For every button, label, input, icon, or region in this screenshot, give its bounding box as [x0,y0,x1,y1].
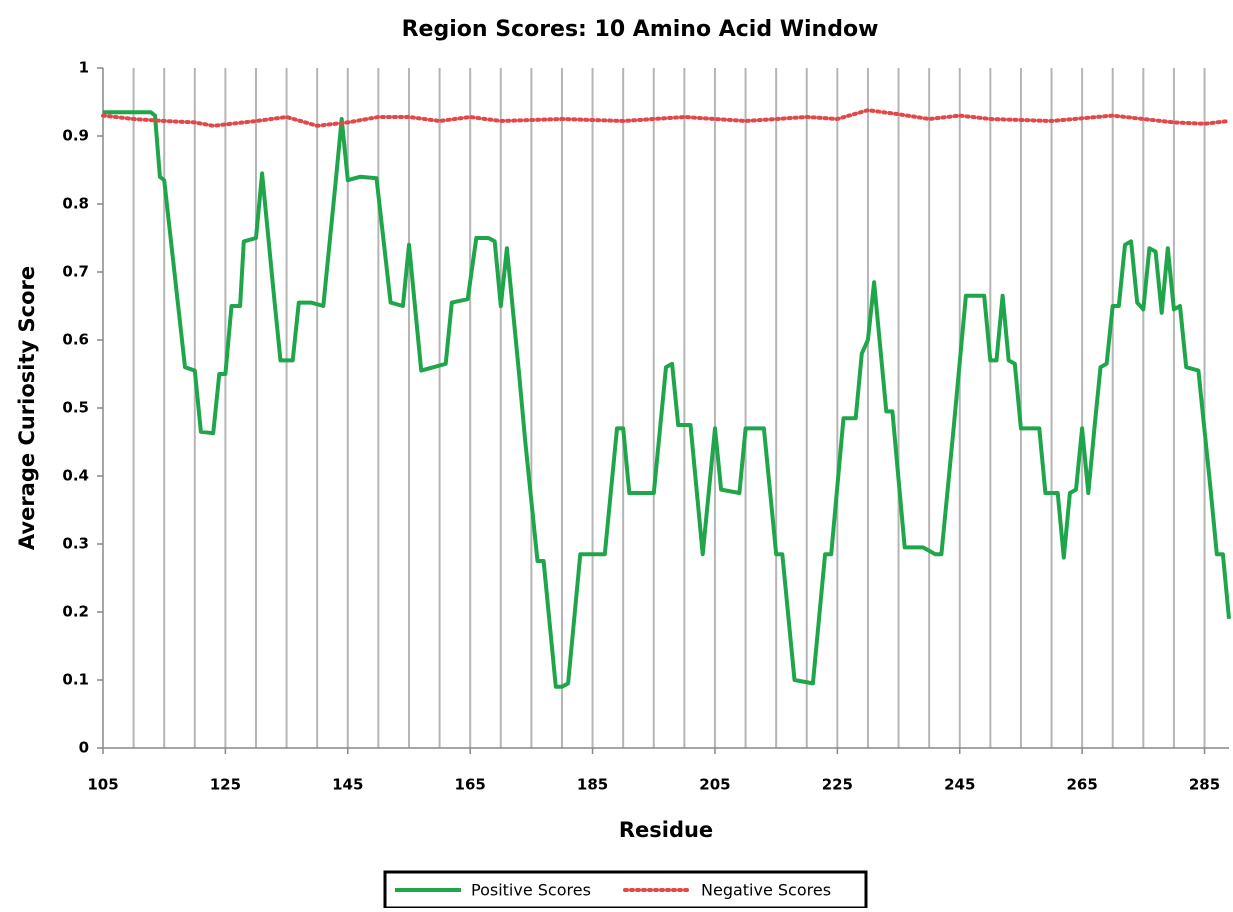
y-tick-label: 0.5 [62,399,89,417]
chart-title: Region Scores: 10 Amino Acid Window [402,17,879,42]
legend-label: Positive Scores [471,881,591,900]
y-axis-label: Average Curiosity Score [15,266,39,550]
y-tick-label: 0.2 [62,603,89,621]
x-tick-label: 285 [1189,776,1220,794]
y-tick-label: 0.7 [62,263,89,281]
x-tick-label: 145 [332,776,363,794]
x-tick-label: 105 [87,776,118,794]
x-tick-label: 225 [822,776,853,794]
x-tick-label: 265 [1066,776,1097,794]
y-tick-label: 0 [79,739,89,757]
x-tick-label: 165 [455,776,486,794]
legend-label: Negative Scores [701,881,831,900]
x-tick-label: 125 [210,776,241,794]
series-line [103,110,1231,689]
y-tick-label: 0.9 [62,127,89,145]
y-tick-label: 0.8 [62,195,89,213]
series-line [101,108,1231,128]
x-tick-label: 205 [699,776,730,794]
y-tick-label: 1 [79,59,89,77]
y-tick-label: 0.1 [62,671,89,689]
x-tick-label: 245 [944,776,975,794]
x-axis-label: Residue [619,818,713,842]
y-tick-label: 0.3 [62,535,89,553]
y-tick-label: 0.6 [62,331,89,349]
y-tick-label: 0.4 [62,467,89,485]
x-tick-label: 185 [577,776,608,794]
